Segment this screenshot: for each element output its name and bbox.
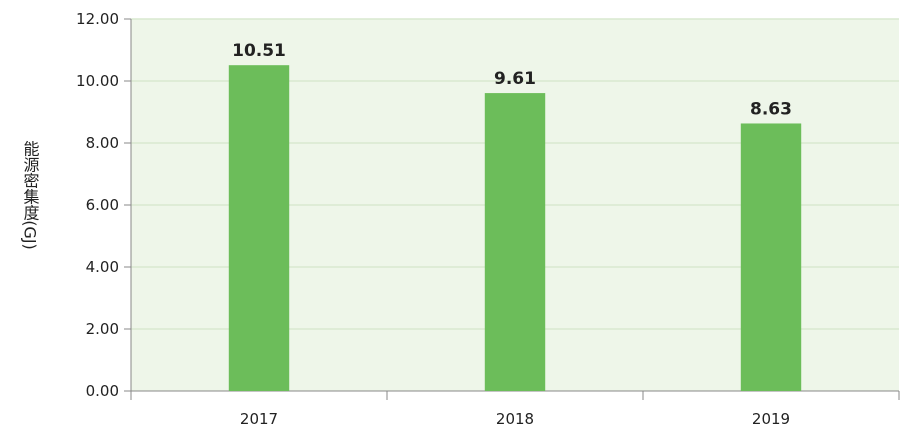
y-axis: 0.00 2.00 4.00 6.00 8.00 10.00 12.00 xyxy=(76,10,132,400)
x-axis: 2017 2018 2019 xyxy=(130,390,900,428)
y-tick-label: 6.00 xyxy=(86,196,119,214)
bar-2017 xyxy=(228,65,290,391)
y-tick-label: 12.00 xyxy=(76,10,119,28)
y-tick-label: 10.00 xyxy=(76,72,119,90)
data-labels: 10.51 9.61 8.63 xyxy=(232,41,792,119)
y-tick-label: 4.00 xyxy=(86,258,119,276)
y-axis-title: 能源密集度(GJ) xyxy=(21,140,40,250)
data-label-2017: 10.51 xyxy=(232,41,286,61)
data-label-2018: 9.61 xyxy=(494,69,536,89)
data-label-2019: 8.63 xyxy=(750,99,792,119)
bars xyxy=(228,65,802,391)
bar-2019 xyxy=(740,123,802,391)
bar-2018 xyxy=(484,93,546,391)
x-tick-label: 2018 xyxy=(496,410,534,428)
x-tick-label: 2017 xyxy=(240,410,278,428)
y-tick-label: 8.00 xyxy=(86,134,119,152)
x-tick-label: 2019 xyxy=(752,410,790,428)
y-tick-label: 0.00 xyxy=(86,382,119,400)
y-tick-label: 2.00 xyxy=(86,320,119,338)
